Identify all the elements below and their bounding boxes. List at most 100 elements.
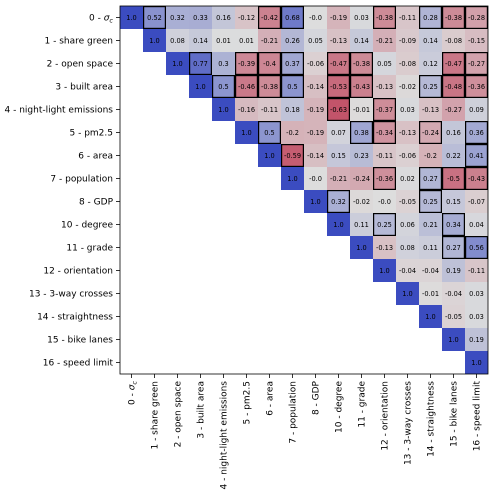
cell-value-label: -0.15: [468, 37, 485, 45]
heatmap-cell: [465, 282, 488, 305]
heatmap-cell: [350, 29, 373, 52]
cell-value-label: 1.0: [126, 14, 137, 22]
heatmap-cell: [166, 52, 189, 75]
heatmap-cell: [465, 259, 488, 282]
cell-value-label: -0.14: [307, 83, 324, 91]
cell-value-label: -0.13: [422, 106, 439, 114]
cell-value-label: 0.19: [469, 336, 484, 344]
cell-value-label: -0.24: [422, 129, 439, 137]
cell-value-label: -0.28: [468, 14, 485, 22]
significance-box: [373, 120, 397, 144]
heatmap-cell: [258, 52, 281, 75]
cell-value-label: -0.36: [376, 175, 393, 183]
heatmap-cell: [373, 190, 396, 213]
cell-value-label: -0.27: [468, 60, 485, 68]
cell-value-label: -0.12: [238, 14, 255, 22]
heatmap-cell: [442, 144, 465, 167]
cell-value-label: 0.16: [216, 14, 231, 22]
cell-value-label: 1.0: [218, 106, 229, 114]
significance-box: [373, 97, 397, 121]
cell-value-label: 0.03: [354, 14, 369, 22]
significance-box: [465, 236, 489, 260]
heatmap-cell: [304, 52, 327, 75]
heatmap-cell: [419, 29, 442, 52]
cell-value-label: 0.01: [239, 37, 254, 45]
cell-value-label: -0.04: [422, 267, 439, 275]
significance-box: [442, 74, 466, 98]
heatmap-cell: [235, 52, 258, 75]
heatmap-cell: [258, 29, 281, 52]
heatmap-cell: [465, 190, 488, 213]
cell-value-label: 0.77: [193, 60, 208, 68]
cell-value-label: 0.5: [218, 83, 229, 91]
heatmap-cell: [373, 29, 396, 52]
significance-box: [465, 144, 489, 168]
cell-value-label: 0.5: [264, 129, 275, 137]
heatmap-cell: [396, 98, 419, 121]
significance-box: [419, 74, 443, 98]
cell-value-label: -0.46: [238, 83, 255, 91]
x-tick-label: 15 - bike lanes: [450, 381, 460, 447]
heatmap-cell: [419, 213, 442, 236]
cell-value-label: -0.43: [353, 83, 370, 91]
cell-value-label: -0.21: [330, 175, 347, 183]
heatmap-cell: [465, 29, 488, 52]
cell-value-label: -0.5: [447, 175, 460, 183]
cell-value-label: -0.02: [399, 83, 416, 91]
significance-box: [327, 51, 351, 75]
cell-value-label: 1.0: [448, 336, 459, 344]
x-tick-label: 14 - straightness: [427, 381, 437, 457]
cell-value-label: 0.02: [400, 175, 415, 183]
x-tick-label: 0 - σc: [128, 381, 139, 405]
significance-box: [327, 74, 351, 98]
heatmap-cell: [327, 213, 350, 236]
heatmap-cell: [419, 190, 442, 213]
heatmap-cell: [373, 167, 396, 190]
cell-value-label: -0.06: [399, 152, 416, 160]
heatmap-cell: [235, 121, 258, 144]
heatmap-cell: [465, 52, 488, 75]
heatmap-cell: [327, 98, 350, 121]
heatmap-cell: [327, 144, 350, 167]
y-tick-label: 4 - night-light emissions: [5, 106, 114, 116]
cell-value-label: 0.03: [469, 290, 484, 298]
significance-box: [350, 74, 374, 98]
cell-value-label: -0.0: [309, 175, 322, 183]
y-tick-label: 0 - σc: [89, 14, 113, 25]
heatmap-cell: [373, 52, 396, 75]
significance-box: [327, 97, 351, 121]
heatmap-cell: [442, 236, 465, 259]
heatmap-cell: [350, 6, 373, 29]
heatmap-cell: [373, 75, 396, 98]
significance-box: [373, 167, 397, 191]
heatmap-cell: [465, 328, 488, 351]
cell-value-label: 1.0: [241, 129, 252, 137]
cell-value-label: -0.19: [330, 14, 347, 22]
cell-value-label: 1.0: [471, 359, 482, 367]
cell-value-label: -0.21: [261, 37, 278, 45]
cell-value-label: -0.08: [399, 60, 416, 68]
significance-box: [373, 5, 397, 29]
cell-value-label: 0.16: [446, 129, 461, 137]
heatmap-cell: [442, 75, 465, 98]
heatmap-cell: [465, 305, 488, 328]
cell-value-label: 0.68: [285, 14, 300, 22]
cell-value-label: -0.16: [238, 106, 255, 114]
cell-value-label: 0.52: [147, 14, 162, 22]
cell-value-label: 0.5: [287, 83, 298, 91]
heatmap-cell: [350, 75, 373, 98]
cell-value-label: 0.33: [193, 14, 208, 22]
cell-value-label: 0.3: [218, 60, 229, 68]
cell-value-label: -0.21: [376, 37, 393, 45]
heatmap-cell: [465, 213, 488, 236]
significance-box: [465, 51, 489, 75]
heatmap-cell: [235, 75, 258, 98]
cell-value-label: -0.37: [376, 106, 393, 114]
significance-box: [442, 51, 466, 75]
heatmap-cell: [465, 351, 488, 374]
cell-value-label: -0.38: [376, 14, 393, 22]
cell-value-label: 1.0: [425, 313, 436, 321]
x-tick-label: 13 - 3-way crosses: [404, 381, 414, 465]
cell-value-label: 0.11: [423, 244, 438, 252]
heatmap-cell: [465, 144, 488, 167]
